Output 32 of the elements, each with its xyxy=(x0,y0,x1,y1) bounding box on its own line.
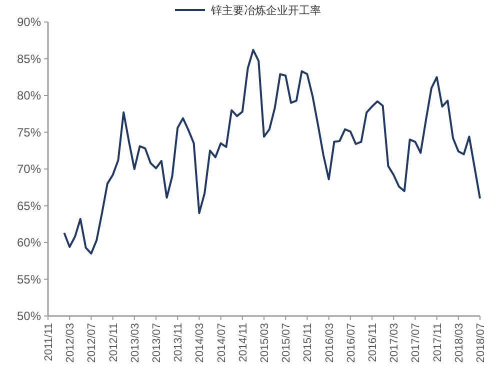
x-tick-label: 2017/07 xyxy=(410,323,422,363)
legend-label: 锌主要冶炼企业开工率 xyxy=(210,4,321,17)
x-tick-label: 2016/11 xyxy=(367,323,379,362)
x-tick-label: 2013/03 xyxy=(129,323,142,363)
x-tick-label: 2016/07 xyxy=(345,323,358,363)
legend: 锌主要冶炼企业开工率 xyxy=(175,5,321,17)
x-tick-label: 2012/11 xyxy=(108,323,120,362)
x-tick-label: 2012/07 xyxy=(86,323,98,363)
y-tick-label: 65% xyxy=(16,198,42,213)
x-tick-label: 2014/03 xyxy=(194,323,206,363)
y-tick-label: 60% xyxy=(16,236,42,250)
x-tick-label: 2016/03 xyxy=(324,323,336,363)
x-tick-label: 2018/07 xyxy=(475,323,487,363)
y-tick-label: 70% xyxy=(16,162,42,176)
y-tick-label: 55% xyxy=(16,272,42,286)
y-tick-label: 85% xyxy=(16,52,42,66)
x-tick-label: 2013/07 xyxy=(151,323,163,363)
y-tick-label: 50% xyxy=(16,309,42,323)
y-tick-label: 75% xyxy=(16,125,42,140)
x-tick-label: 2014/11 xyxy=(237,323,250,362)
x-tick-label: 2015/11 xyxy=(302,323,314,362)
x-tick-label: 2017/03 xyxy=(388,323,401,363)
x-tick-label: 2015/03 xyxy=(259,323,271,363)
y-tick-label: 90% xyxy=(16,15,42,29)
y-tick-label: 80% xyxy=(16,88,42,102)
x-tick-label: 2015/07 xyxy=(280,323,293,363)
x-tick-label: 2014/07 xyxy=(216,323,228,363)
x-tick-label: 2011/11 xyxy=(43,323,55,362)
x-tick-label: 2018/03 xyxy=(453,323,466,363)
x-tick-label: 2012/03 xyxy=(64,323,77,363)
x-tick-label: 2017/11 xyxy=(432,323,444,362)
x-tick-label: 2013/11 xyxy=(172,323,185,362)
